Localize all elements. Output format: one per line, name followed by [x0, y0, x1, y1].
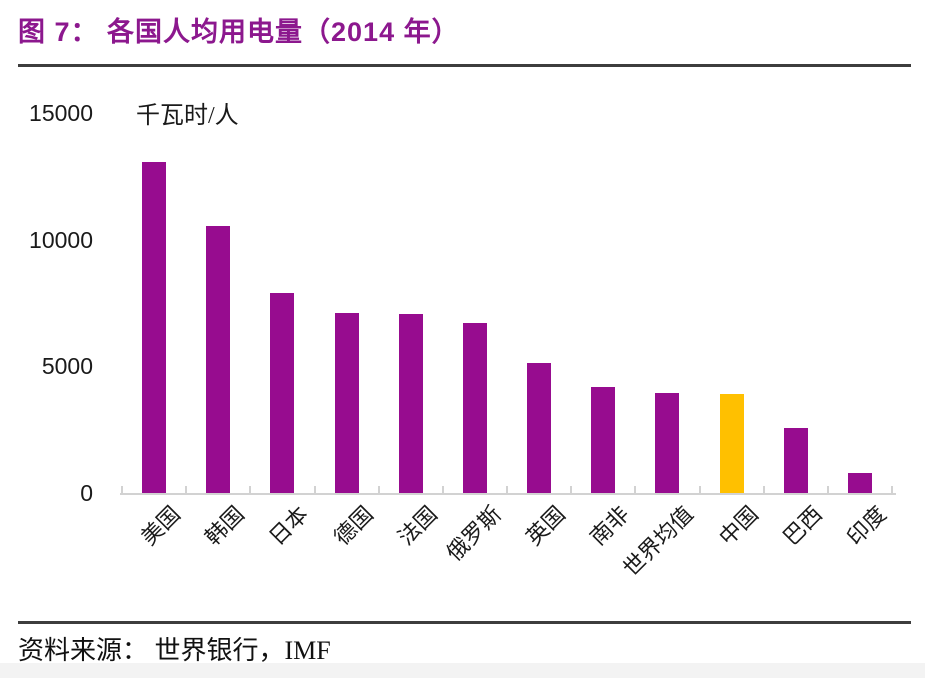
x-axis-tick: [698, 486, 701, 494]
x-axis-tick: [377, 486, 380, 494]
chart-bar: [591, 386, 616, 493]
y-axis-tick-label: 0: [80, 480, 93, 506]
x-axis-label: 世界均值: [618, 501, 699, 582]
figure-title: 图 7： 各国人均用电量（2014 年）: [18, 17, 460, 47]
chart-bar: [848, 472, 872, 493]
chart-bar: [206, 225, 231, 493]
page-margin-strip: [0, 663, 925, 678]
x-axis-tick: [121, 486, 123, 494]
chart-bar: [334, 313, 359, 493]
y-axis-tick-label: 5000: [41, 353, 93, 380]
x-axis-tick: [185, 486, 188, 494]
x-axis-tick: [249, 486, 252, 494]
chart-bar: [142, 162, 167, 493]
x-axis-tick: [570, 486, 573, 494]
x-axis-tick: [762, 486, 765, 494]
x-axis-tick: [634, 486, 637, 494]
y-axis-unit-label: 千瓦时/人: [136, 103, 239, 129]
chart-bar: [462, 323, 487, 493]
x-axis-label: 印度: [842, 501, 891, 551]
source-text: 资料来源： 世界银行，IMF: [18, 636, 331, 665]
x-axis-tick: [506, 486, 508, 494]
x-axis-line: [120, 493, 896, 495]
y-axis-tick-label: 10000: [29, 226, 93, 253]
chart-bar: [398, 314, 423, 493]
chart-bar: [527, 362, 552, 493]
source-divider: [18, 621, 911, 624]
chart-bar: [655, 392, 680, 493]
x-axis-tick: [441, 486, 444, 494]
y-axis-tick-label: 15000: [29, 100, 93, 126]
chart-bar: [783, 428, 808, 493]
x-axis-tick: [826, 486, 829, 494]
title-divider: [18, 64, 911, 67]
x-axis-label: 日本: [264, 501, 314, 551]
chart-bar: [270, 292, 295, 493]
x-axis-tick: [891, 486, 893, 494]
x-axis-tick: [313, 486, 316, 494]
chart-bar: [719, 394, 744, 493]
